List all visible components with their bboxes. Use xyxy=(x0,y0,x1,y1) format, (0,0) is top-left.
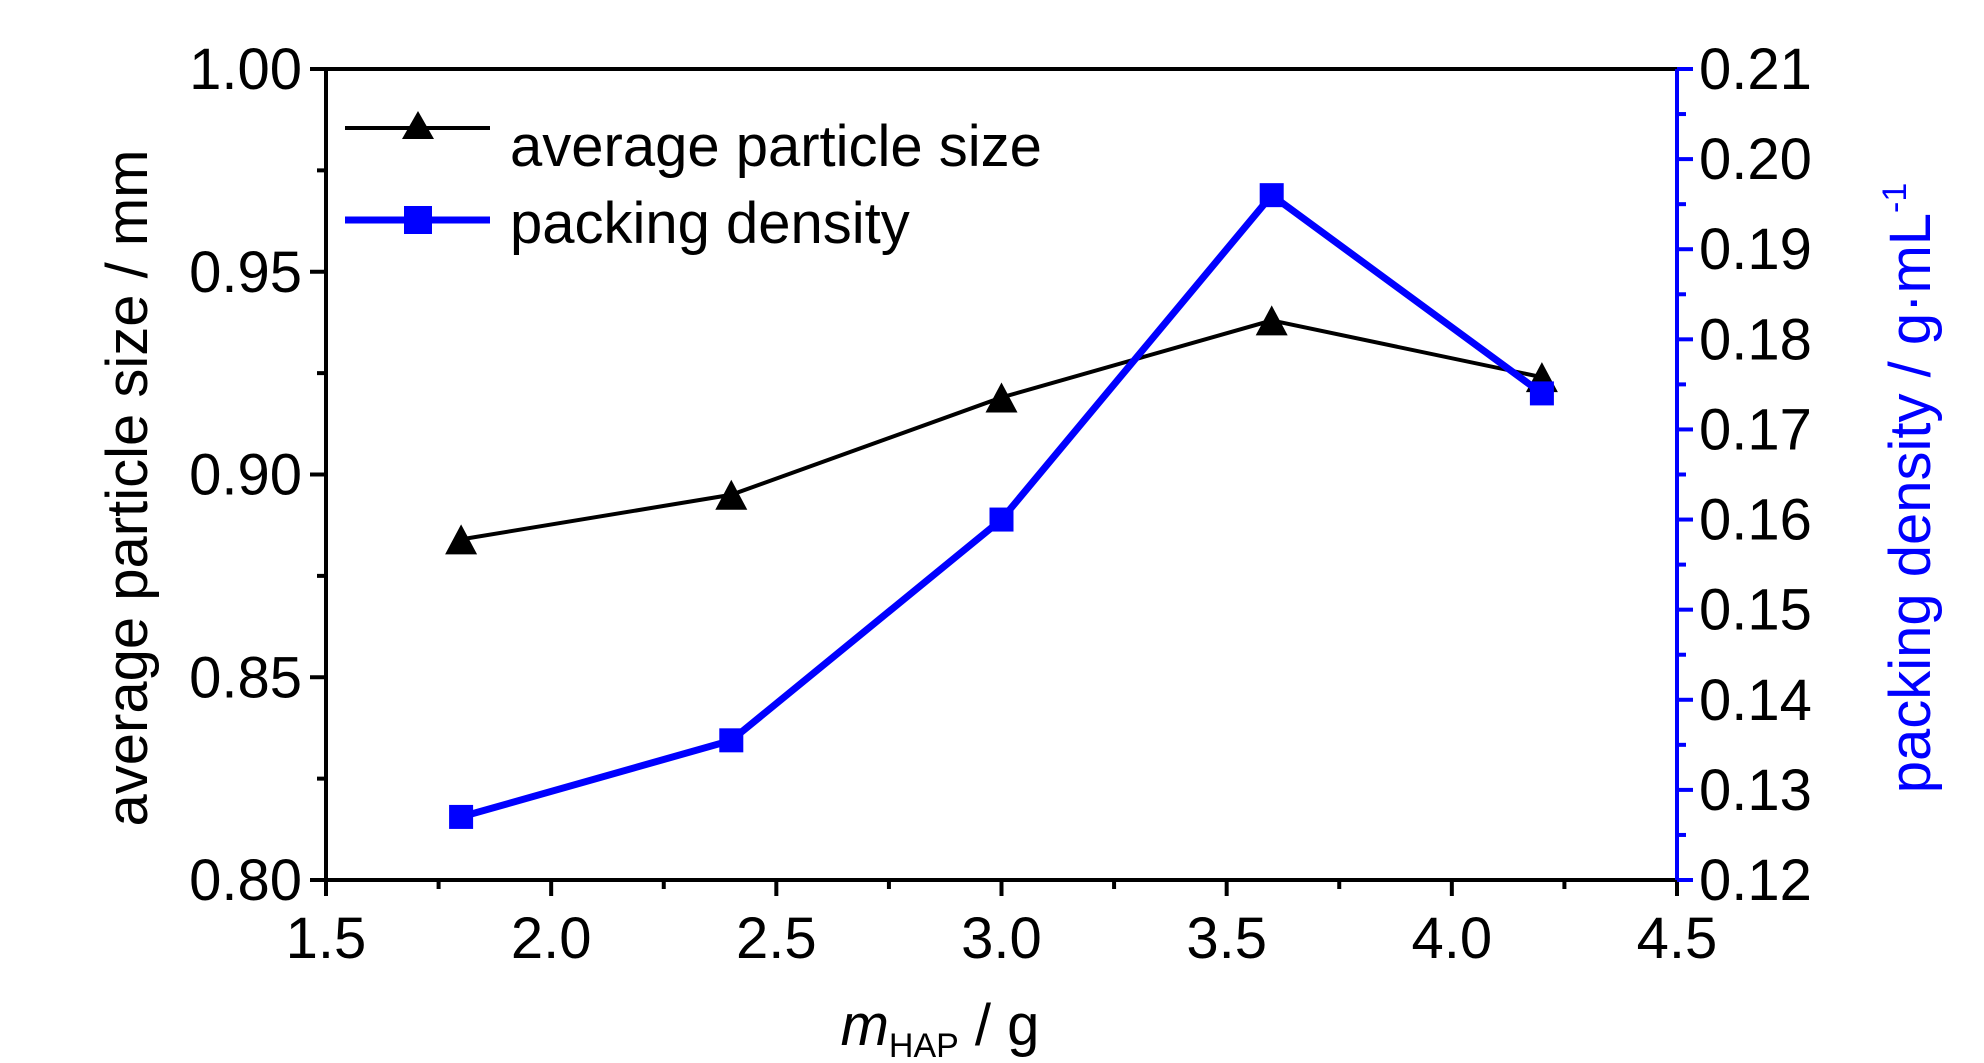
x-tick-label: 2.0 xyxy=(511,906,592,971)
data-point-packing-density xyxy=(719,728,744,753)
legend-marker-square xyxy=(404,206,432,234)
y-right-tick-label: 0.12 xyxy=(1699,848,1812,913)
data-point-particle-size xyxy=(445,524,478,555)
series-line-particle-size xyxy=(460,318,1543,542)
x-axis-title-sub: HAP xyxy=(889,1027,959,1063)
y-right-tick-label: 0.17 xyxy=(1699,397,1812,462)
legend-marker-triangle xyxy=(402,111,434,139)
data-point-particle-size xyxy=(1255,305,1288,336)
x-axis: 1.5 2.0 2.5 3.0 3.5 4.0 4.5 xyxy=(286,880,1718,971)
data-point-packing-density xyxy=(1529,381,1554,406)
x-axis-title: mHAP / g xyxy=(841,993,1040,1063)
data-point-packing-density xyxy=(989,507,1014,532)
y-right-tick-label: 0.21 xyxy=(1699,37,1812,102)
legend-label-packing-density: packing density xyxy=(510,191,910,256)
y-right-tick-label: 0.13 xyxy=(1699,758,1812,823)
x-tick-label: 2.5 xyxy=(736,906,817,971)
series-layer xyxy=(445,183,1558,829)
legend: average particle size packing density xyxy=(345,111,1042,256)
y-left-tick-label: 1.00 xyxy=(189,37,302,102)
y-right-tick-label: 0.14 xyxy=(1699,668,1812,733)
y-left-tick-label: 0.90 xyxy=(189,443,302,508)
series-line-packing-density xyxy=(460,190,1544,821)
data-point-particle-size xyxy=(715,479,748,510)
y-right-tick-label: 0.16 xyxy=(1699,488,1812,553)
y-right-tick-label: 0.15 xyxy=(1699,578,1812,643)
y-axis-right-title-main: packing density / g·mL xyxy=(1878,213,1943,793)
data-point-packing-density xyxy=(1259,183,1284,208)
y-right-tick-label: 0.18 xyxy=(1699,307,1812,372)
y-axis-right: 0.12 0.13 0.14 0.15 0.16 0.17 0.18 0.19 0.20 0.21 xyxy=(1677,37,1812,913)
x-axis-title-main: m xyxy=(841,993,889,1058)
x-tick-label: 1.5 xyxy=(286,906,367,971)
x-axis-title-unit: / g xyxy=(959,993,1040,1058)
y-left-tick-label: 0.80 xyxy=(189,848,302,913)
x-tick-label: 4.5 xyxy=(1637,906,1718,971)
legend-label-particle-size: average particle size xyxy=(510,114,1042,179)
data-point-packing-density xyxy=(449,804,474,829)
y-axis-right-title: packing density / g·mL-1 xyxy=(1876,183,1943,794)
y-axis-left: 0.80 0.85 0.90 0.95 1.00 xyxy=(189,37,326,913)
x-tick-label: 4.0 xyxy=(1412,906,1493,971)
y-right-tick-label: 0.19 xyxy=(1699,217,1812,282)
y-right-tick-label: 0.20 xyxy=(1699,127,1812,192)
data-point-particle-size xyxy=(985,382,1018,413)
y-axis-left-title: average particle size / mm xyxy=(95,150,160,827)
y-axis-right-title-sup: -1 xyxy=(1876,183,1914,213)
x-tick-label: 3.5 xyxy=(1186,906,1267,971)
y-left-tick-label: 0.95 xyxy=(189,240,302,305)
y-left-tick-label: 0.85 xyxy=(189,645,302,710)
x-tick-label: 3.0 xyxy=(961,906,1042,971)
